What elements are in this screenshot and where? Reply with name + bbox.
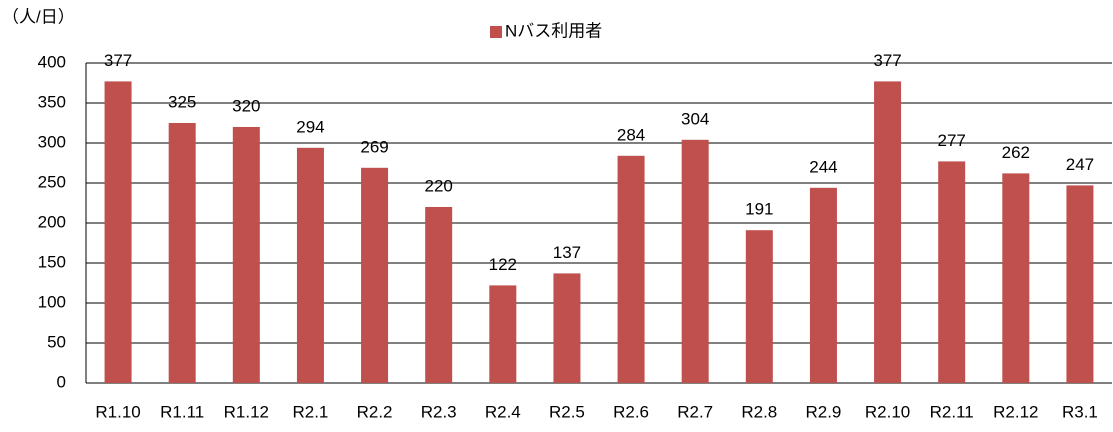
data-label: 191 [745, 200, 773, 219]
x-tick-label: R3.1 [1062, 402, 1098, 421]
legend-label: Nバス利用者 [505, 21, 602, 40]
x-tick-label: R1.10 [95, 402, 140, 421]
bar [1002, 173, 1030, 383]
x-tick-label: R2.10 [865, 402, 910, 421]
bar [168, 123, 196, 383]
x-tick-label: R2.4 [485, 402, 521, 421]
x-tick-label: R2.8 [741, 402, 777, 421]
x-tick-label: R2.5 [549, 402, 585, 421]
data-label: 304 [681, 109, 709, 128]
data-label: 277 [938, 131, 966, 150]
bar [809, 187, 837, 383]
data-label: 122 [489, 255, 517, 274]
bar [1066, 185, 1094, 383]
x-tick-label: R2.7 [677, 402, 713, 421]
data-label: 137 [553, 243, 581, 262]
x-tick-label: R1.11 [160, 402, 204, 421]
x-tick-label: R2.2 [357, 402, 393, 421]
bar [745, 230, 773, 383]
y-tick-label: 150 [38, 252, 66, 271]
data-label: 294 [296, 117, 324, 136]
bar [553, 273, 581, 383]
x-tick-label: R2.6 [613, 402, 649, 421]
x-tick-label: R2.9 [805, 402, 841, 421]
bar [617, 155, 645, 383]
y-tick-label: 200 [38, 212, 66, 231]
y-unit-label: （人/日） [2, 7, 75, 26]
bar [232, 127, 260, 383]
bar [681, 139, 709, 383]
y-tick-label: 350 [38, 92, 66, 111]
x-tick-label: R2.11 [930, 402, 974, 421]
y-tick-label: 250 [38, 172, 66, 191]
data-label: 269 [360, 137, 388, 156]
data-label: 325 [168, 92, 196, 111]
data-label: 247 [1066, 155, 1094, 174]
data-label: 244 [809, 157, 837, 176]
data-label: 220 [425, 176, 453, 195]
y-tick-label: 100 [38, 292, 66, 311]
bar [425, 207, 453, 383]
y-tick-label: 300 [38, 132, 66, 151]
data-label: 284 [617, 125, 645, 144]
x-tick-label: R2.1 [292, 402, 328, 421]
data-label: 377 [873, 51, 901, 70]
x-tick-label: R1.12 [224, 402, 269, 421]
y-tick-label: 0 [57, 372, 66, 391]
data-label: 320 [232, 96, 260, 115]
y-tick-label: 50 [47, 332, 66, 351]
bar [104, 81, 132, 384]
bar [938, 161, 966, 383]
bar [296, 147, 324, 383]
y-tick-label: 400 [38, 52, 66, 71]
bar [489, 285, 517, 383]
data-label: 377 [104, 51, 132, 70]
bar [874, 81, 902, 384]
x-tick-label: R2.12 [993, 402, 1038, 421]
data-label: 262 [1002, 143, 1030, 162]
bar [361, 167, 389, 383]
x-tick-label: R2.3 [421, 402, 457, 421]
legend-swatch [490, 26, 502, 38]
